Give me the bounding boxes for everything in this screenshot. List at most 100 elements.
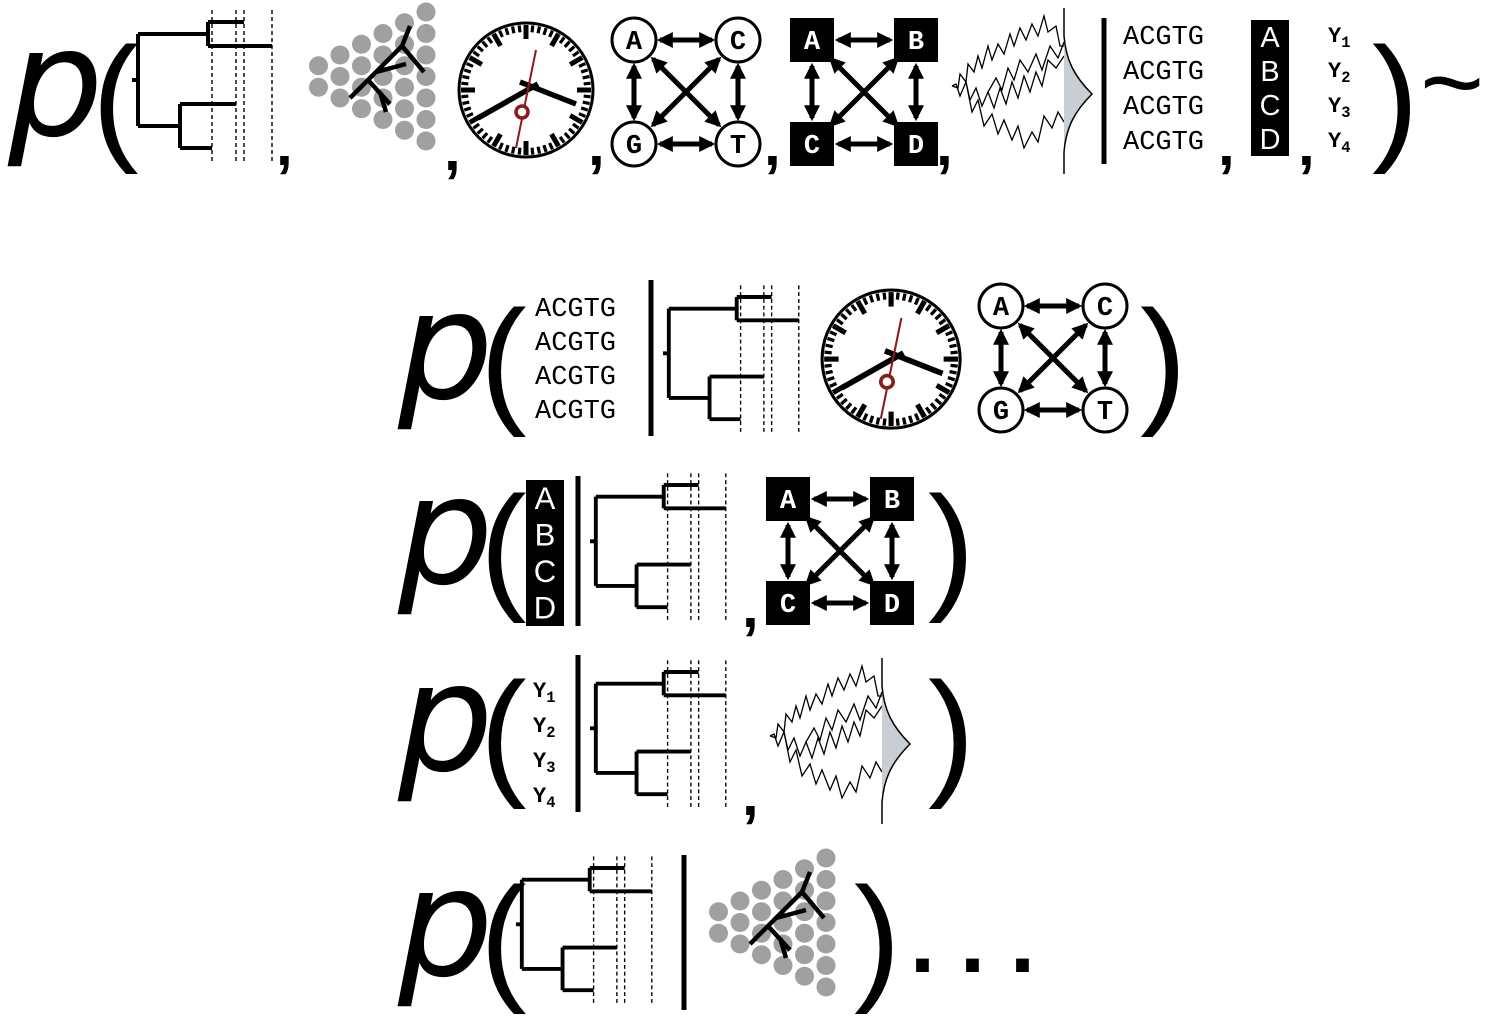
clock-tick bbox=[875, 417, 881, 425]
lineage-node bbox=[395, 120, 414, 140]
lineage-node bbox=[730, 934, 750, 954]
clock-tick bbox=[542, 144, 548, 153]
diversification-tree-icon bbox=[309, 2, 436, 151]
clock-tick bbox=[915, 299, 927, 315]
clock-tick bbox=[868, 294, 875, 303]
clock-tick bbox=[530, 147, 535, 155]
continuous-trait-value: Y1 bbox=[1328, 24, 1350, 52]
tree-branches bbox=[590, 483, 726, 610]
state-node bbox=[790, 18, 834, 62]
open-paren: ( bbox=[92, 18, 139, 175]
trait-subscript: 4 bbox=[1341, 139, 1350, 157]
phylogeny-tree-icon bbox=[663, 285, 800, 433]
clock-tick bbox=[536, 26, 542, 34]
discrete-trait-value: D bbox=[1260, 124, 1281, 156]
state-node bbox=[870, 581, 914, 625]
clock-tick bbox=[558, 36, 566, 45]
lineage-node bbox=[816, 891, 836, 911]
continuous-trait-value: Y2 bbox=[533, 714, 555, 742]
clock-tick bbox=[510, 146, 516, 154]
trait-subscript: 1 bbox=[1341, 34, 1350, 52]
trait-symbol: Y bbox=[533, 784, 547, 809]
clock-tick bbox=[578, 62, 587, 68]
diversification-branches bbox=[348, 25, 426, 113]
clock-tick bbox=[510, 26, 516, 34]
comma: , bbox=[1218, 111, 1235, 178]
lineage-node bbox=[330, 45, 350, 65]
clock-tick bbox=[901, 417, 907, 425]
density-curve bbox=[881, 658, 912, 824]
clock-tick bbox=[580, 68, 589, 74]
clock-tick bbox=[491, 132, 503, 148]
trait-subscript: 2 bbox=[1341, 69, 1350, 87]
clock-tick bbox=[945, 381, 953, 388]
sequence-row: ACGTG bbox=[535, 295, 616, 325]
trait-symbol: Y bbox=[533, 714, 547, 739]
state-node bbox=[714, 120, 762, 168]
trait-subscript: 1 bbox=[546, 689, 555, 707]
clock-tick bbox=[578, 112, 587, 118]
clock-tick bbox=[465, 112, 474, 118]
open-paren: ( bbox=[480, 467, 527, 624]
clock-tick bbox=[549, 32, 561, 48]
state-node bbox=[894, 122, 938, 166]
clock-tick bbox=[504, 27, 510, 36]
trait-path bbox=[769, 663, 882, 739]
lineage-node bbox=[416, 88, 436, 108]
trait-path bbox=[805, 691, 883, 743]
probability-symbol: p bbox=[397, 837, 493, 1011]
tree-branches bbox=[590, 670, 726, 797]
clock-tick bbox=[855, 403, 868, 419]
clock-tick bbox=[938, 392, 947, 400]
substitution-model-icon: A C G T bbox=[977, 282, 1129, 434]
lineage-node bbox=[816, 870, 836, 889]
clock-tick bbox=[915, 403, 927, 419]
lineage-node bbox=[752, 945, 771, 965]
trait-subscript: 2 bbox=[546, 724, 555, 742]
clock-tick bbox=[829, 381, 838, 388]
lineage-node bbox=[709, 923, 728, 943]
phylogeny-tree-icon bbox=[516, 856, 653, 1004]
clock-tick bbox=[582, 74, 590, 80]
phylogeny-tree-icon bbox=[132, 10, 273, 162]
lineage-node bbox=[395, 77, 414, 97]
discrete-trait-value: C bbox=[534, 554, 556, 589]
lineage-node bbox=[752, 880, 771, 900]
close-paren: ) bbox=[1372, 18, 1419, 175]
clock-tick bbox=[583, 81, 591, 86]
transition-arrow bbox=[1017, 322, 1089, 394]
clock-tick bbox=[850, 303, 858, 312]
distributed-as: ~ bbox=[1420, 21, 1484, 144]
sequence-row: ACGTG bbox=[1123, 128, 1204, 158]
lineage-node bbox=[795, 945, 814, 965]
clock-tick bbox=[461, 94, 469, 99]
clock-tick bbox=[929, 308, 938, 316]
lineage-node bbox=[395, 13, 414, 33]
trait-path bbox=[987, 41, 1065, 93]
comma: , bbox=[742, 573, 759, 640]
lineage-node bbox=[352, 56, 371, 76]
clock-tick bbox=[549, 132, 561, 148]
lineage-node bbox=[373, 45, 393, 65]
lineage-node bbox=[309, 56, 328, 76]
clock-tick bbox=[868, 415, 875, 424]
clock-tick bbox=[481, 40, 489, 48]
clock-tick bbox=[536, 146, 542, 154]
clock-tick bbox=[825, 369, 834, 375]
continuous-trait-value: Y4 bbox=[1328, 129, 1350, 157]
lineage-node bbox=[352, 34, 371, 54]
sequence-row: ACGTG bbox=[535, 363, 616, 393]
clock-tick bbox=[947, 375, 956, 382]
discrete-trait-value: B bbox=[535, 518, 556, 553]
state-node bbox=[894, 18, 938, 62]
lineage-node bbox=[416, 45, 436, 65]
probability-symbol: p bbox=[397, 260, 493, 434]
clock-tick bbox=[895, 292, 900, 300]
clock-tick bbox=[542, 27, 548, 36]
lineage-node bbox=[395, 99, 414, 119]
tree-branches bbox=[516, 866, 652, 993]
transition-arrow bbox=[650, 56, 722, 128]
continuous-trait-value: Y2 bbox=[1328, 59, 1350, 87]
lineage-node bbox=[373, 110, 393, 129]
